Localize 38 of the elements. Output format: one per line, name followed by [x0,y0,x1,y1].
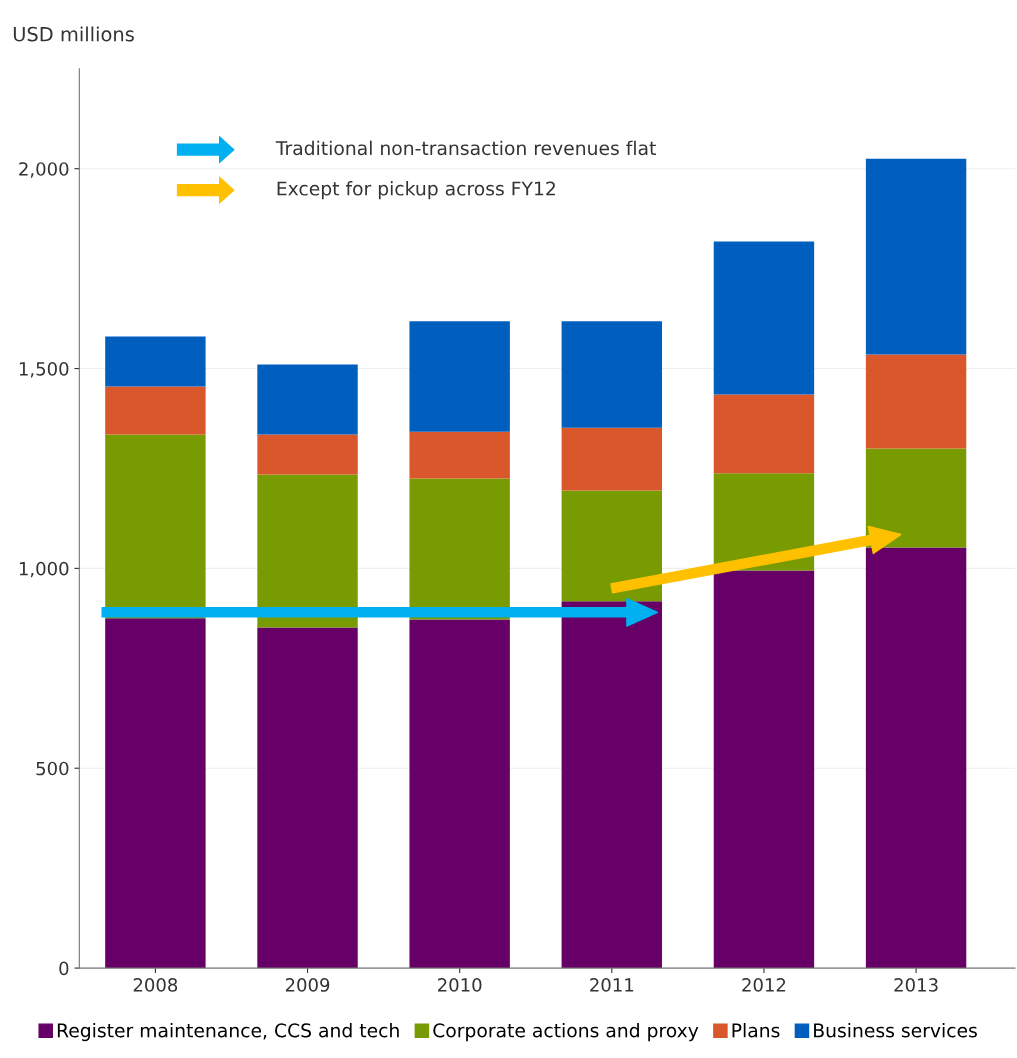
y-tick-label: 2,000 [19,162,69,178]
legend-label: Plans [732,1022,780,1038]
x-tick-label: 2010 [438,978,482,992]
bar [105,336,206,387]
x-tick-label: 2013 [894,978,938,992]
annotation: Traditional non-transaction revenues flat [275,140,656,156]
x-tick-label: 2008 [133,978,178,992]
bar [257,474,358,628]
bar [865,547,967,969]
y-tick-label: 1,000 [19,561,69,578]
bar [561,601,663,969]
legend-label: Register maintenance, CCS and tech [57,1022,399,1042]
bar [865,354,967,449]
y-tick-label: 0 [59,961,69,976]
legend-label: Business services [814,1022,977,1038]
x-tick-label: 2011 [590,978,634,992]
bar [105,618,206,969]
bar [561,427,663,491]
bar [257,627,358,969]
bar [257,434,358,475]
bar [409,619,510,969]
bar [865,158,967,355]
bar [561,321,663,428]
y-tick-label: 500 [36,761,69,776]
y-axis-title: USD millions [13,26,134,42]
legend-label: Corporate actions and proxy [433,1022,699,1042]
x-tick-label: 2009 [285,978,330,992]
bar [865,448,967,548]
bar [713,394,815,474]
bar [105,386,206,435]
bar [713,241,815,395]
bar [257,364,358,435]
annotation: Except for pickup across FY12 [277,181,555,200]
y-tick-label: 1,500 [19,362,69,378]
bar [409,478,510,620]
bar [409,431,510,479]
bar [409,321,510,432]
x-tick-label: 2012 [742,978,786,992]
